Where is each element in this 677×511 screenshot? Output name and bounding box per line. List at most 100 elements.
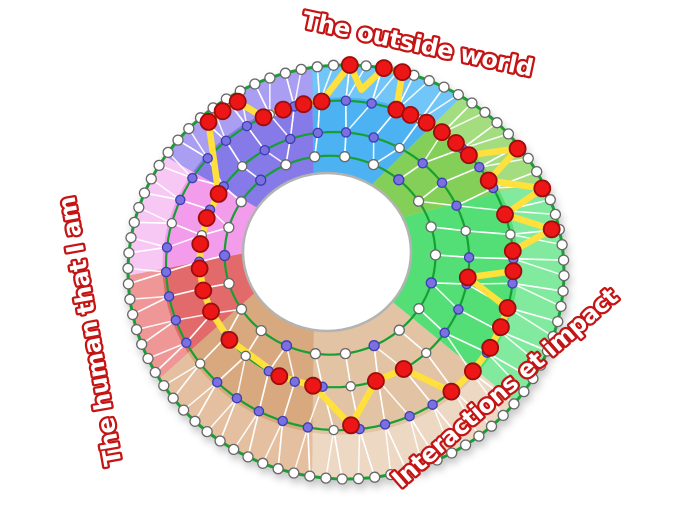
node-white xyxy=(257,457,269,469)
node-white xyxy=(336,473,348,485)
wheel xyxy=(122,56,570,485)
node-red xyxy=(304,376,323,395)
node-red xyxy=(294,95,313,114)
node-purple xyxy=(241,120,253,132)
node-white xyxy=(249,78,261,90)
node-white xyxy=(189,415,201,427)
node-white xyxy=(124,293,136,305)
node-white xyxy=(438,81,450,93)
node-purple xyxy=(439,327,450,339)
node-white xyxy=(416,460,428,472)
node-white xyxy=(518,385,530,398)
node-white xyxy=(485,420,498,432)
node-red xyxy=(213,102,232,121)
node-red xyxy=(498,299,517,317)
node-white xyxy=(502,128,515,140)
node-red xyxy=(394,360,413,378)
node-red xyxy=(190,259,209,278)
node-white xyxy=(320,472,332,484)
node-white xyxy=(272,463,284,475)
node-red xyxy=(463,362,482,381)
sector-band-purple xyxy=(165,67,313,172)
node-red xyxy=(432,123,451,142)
node-red xyxy=(491,318,510,337)
node-purple xyxy=(340,127,352,138)
node-white xyxy=(339,347,352,360)
node-white xyxy=(473,430,485,442)
node-white xyxy=(452,88,464,101)
node-white xyxy=(400,465,413,477)
node-purple xyxy=(202,152,213,164)
node-white xyxy=(167,392,179,404)
node-red xyxy=(479,171,498,190)
node-purple xyxy=(161,242,173,253)
node-red xyxy=(312,92,331,111)
node-white xyxy=(420,347,432,359)
node-white xyxy=(240,350,251,362)
node-white xyxy=(279,67,292,79)
node-white xyxy=(153,159,165,172)
node-white xyxy=(309,151,321,163)
node-red xyxy=(447,134,465,152)
node-white xyxy=(466,97,478,109)
center-hole xyxy=(241,171,413,333)
node-purple xyxy=(436,177,448,189)
node-white xyxy=(311,61,323,73)
nodes xyxy=(122,56,570,485)
node-white xyxy=(547,330,559,343)
node-red xyxy=(442,382,461,401)
node-white xyxy=(214,435,226,447)
node-red xyxy=(503,242,522,260)
node-white xyxy=(491,117,503,129)
node-purple xyxy=(255,174,267,186)
node-purple xyxy=(302,422,314,433)
node-white xyxy=(145,173,157,185)
node-white xyxy=(555,300,567,313)
node-white xyxy=(228,443,240,456)
node-white xyxy=(172,134,184,146)
node-white xyxy=(125,231,137,244)
node-purple xyxy=(404,410,415,422)
node-red xyxy=(458,268,477,287)
node-red xyxy=(274,100,293,119)
node-red xyxy=(202,302,220,321)
node-white xyxy=(138,187,151,199)
node-white xyxy=(130,323,143,336)
node-white xyxy=(552,315,564,328)
node-white xyxy=(255,324,267,337)
node-red xyxy=(254,108,273,127)
node-purple xyxy=(289,376,301,387)
node-white xyxy=(339,151,351,163)
node-red xyxy=(191,235,210,253)
node-white xyxy=(535,359,547,371)
node-white xyxy=(531,165,543,178)
node-purple xyxy=(218,249,231,262)
node-purple xyxy=(393,174,405,186)
node-red xyxy=(228,92,247,111)
node-white xyxy=(304,470,316,482)
node-red xyxy=(366,372,385,390)
node-white xyxy=(149,366,161,379)
node-white xyxy=(142,352,154,365)
node-white xyxy=(158,379,170,392)
node-purple xyxy=(453,304,464,315)
node-white xyxy=(394,142,405,154)
node-white xyxy=(295,63,307,76)
node-white xyxy=(128,216,140,229)
node-white xyxy=(242,451,254,463)
node-white xyxy=(556,239,568,251)
node-purple xyxy=(451,200,462,211)
node-red xyxy=(496,205,514,224)
node-red xyxy=(504,262,523,281)
sector-band-tan-dark xyxy=(159,352,313,477)
node-red xyxy=(417,113,436,132)
node-purple xyxy=(366,98,377,109)
node-red xyxy=(533,179,552,198)
node-red xyxy=(393,63,412,81)
node-red xyxy=(340,56,359,74)
node-purple xyxy=(474,161,485,173)
node-white xyxy=(429,249,442,261)
node-white xyxy=(413,303,425,315)
node-purple xyxy=(312,127,324,139)
node-white xyxy=(527,372,539,385)
